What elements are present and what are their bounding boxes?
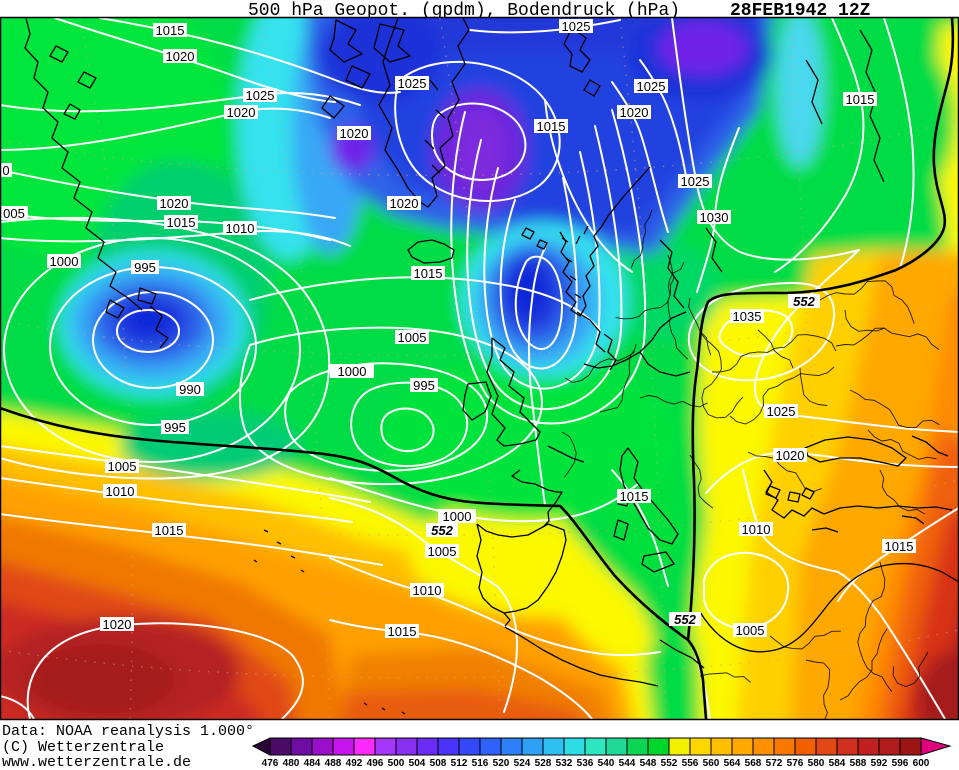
svg-text:556: 556 (682, 758, 699, 769)
svg-text:1015: 1015 (156, 23, 185, 38)
svg-text:492: 492 (346, 758, 363, 769)
svg-text:1020: 1020 (160, 196, 189, 211)
svg-text:1030: 1030 (700, 210, 729, 225)
svg-text:1000: 1000 (443, 509, 472, 524)
svg-text:1010: 1010 (413, 583, 442, 598)
svg-text:528: 528 (535, 758, 552, 769)
svg-text:1025: 1025 (681, 174, 710, 189)
svg-text:476: 476 (262, 758, 279, 769)
svg-text:584: 584 (829, 758, 846, 769)
svg-text:1020: 1020 (103, 617, 132, 632)
svg-text:524: 524 (514, 758, 531, 769)
svg-text:1005: 1005 (736, 623, 765, 638)
svg-text:www.wetterzentrale.de: www.wetterzentrale.de (2, 754, 191, 770)
svg-text:1020: 1020 (776, 448, 805, 463)
svg-text:516: 516 (472, 758, 489, 769)
svg-text:552: 552 (431, 523, 453, 538)
svg-text:1025: 1025 (398, 76, 427, 91)
svg-text:1015: 1015 (885, 539, 914, 554)
svg-text:532: 532 (556, 758, 573, 769)
svg-text:484: 484 (304, 758, 321, 769)
svg-text:496: 496 (367, 758, 384, 769)
svg-text:1015: 1015 (388, 624, 417, 639)
svg-text:Data: NOAA reanalysis 1.000°: Data: NOAA reanalysis 1.000° (2, 723, 254, 740)
svg-text:500: 500 (388, 758, 405, 769)
svg-text:1015: 1015 (155, 523, 184, 538)
svg-text:1020: 1020 (620, 105, 649, 120)
svg-text:1025: 1025 (767, 404, 796, 419)
svg-text:995: 995 (164, 420, 186, 435)
svg-text:28FEB1942 12Z: 28FEB1942 12Z (730, 1, 870, 21)
svg-text:488: 488 (325, 758, 342, 769)
svg-text:504: 504 (409, 758, 426, 769)
svg-text:1020: 1020 (340, 126, 369, 141)
svg-text:588: 588 (850, 758, 867, 769)
svg-text:552: 552 (661, 758, 678, 769)
svg-text:990: 990 (179, 382, 201, 397)
svg-text:1015: 1015 (620, 489, 649, 504)
svg-text:1005: 1005 (398, 330, 427, 345)
svg-text:1010: 1010 (742, 522, 771, 537)
svg-text:1020: 1020 (166, 49, 195, 64)
svg-text:592: 592 (871, 758, 888, 769)
svg-text:548: 548 (640, 758, 657, 769)
svg-text:512: 512 (451, 758, 468, 769)
svg-text:576: 576 (787, 758, 804, 769)
svg-text:1025: 1025 (246, 88, 275, 103)
svg-text:1015: 1015 (167, 215, 196, 230)
svg-text:(C) Wetterzentrale: (C) Wetterzentrale (2, 739, 164, 756)
svg-text:536: 536 (577, 758, 594, 769)
svg-text:560: 560 (703, 758, 720, 769)
svg-text:544: 544 (619, 758, 636, 769)
svg-text:480: 480 (283, 758, 300, 769)
svg-text:1005: 1005 (428, 544, 457, 559)
svg-text:552: 552 (674, 612, 696, 627)
svg-text:1010: 1010 (106, 484, 135, 499)
svg-text:1015: 1015 (414, 266, 443, 281)
svg-text:1000: 1000 (338, 364, 367, 379)
svg-text:1005: 1005 (108, 459, 137, 474)
svg-text:520: 520 (493, 758, 510, 769)
svg-text:508: 508 (430, 758, 447, 769)
svg-text:995: 995 (413, 378, 435, 393)
svg-text:580: 580 (808, 758, 825, 769)
svg-text:540: 540 (598, 758, 615, 769)
svg-text:1015: 1015 (846, 92, 875, 107)
svg-text:1020: 1020 (390, 196, 419, 211)
svg-text:1025: 1025 (637, 79, 666, 94)
svg-text:500 hPa Geopot. (gpdm), Bodend: 500 hPa Geopot. (gpdm), Bodendruck (hPa) (248, 1, 680, 21)
svg-text:552: 552 (793, 294, 815, 309)
svg-text:596: 596 (892, 758, 909, 769)
svg-text:1025: 1025 (562, 19, 591, 34)
svg-text:600: 600 (913, 758, 930, 769)
svg-text:1015: 1015 (537, 119, 566, 134)
svg-text:1035: 1035 (733, 309, 762, 324)
svg-text:005: 005 (3, 206, 25, 221)
svg-text:1010: 1010 (226, 221, 255, 236)
svg-text:568: 568 (745, 758, 762, 769)
svg-text:564: 564 (724, 758, 741, 769)
svg-text:1020: 1020 (227, 105, 256, 120)
svg-text:1000: 1000 (50, 254, 79, 269)
svg-text:0: 0 (2, 163, 9, 178)
svg-text:572: 572 (766, 758, 783, 769)
svg-text:995: 995 (134, 260, 156, 275)
